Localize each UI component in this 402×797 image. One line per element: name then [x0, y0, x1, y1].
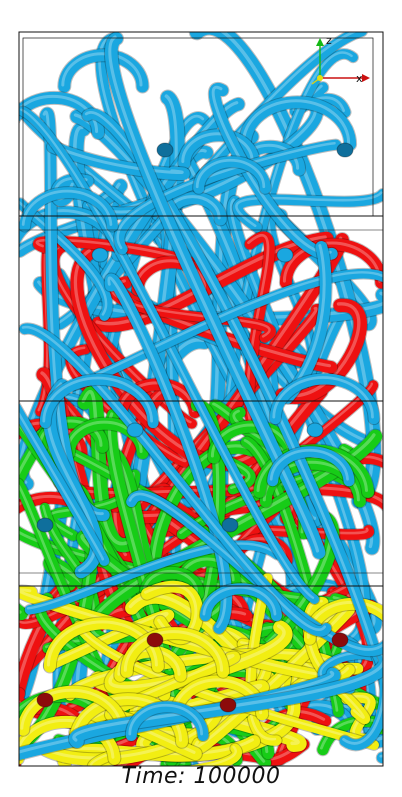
blue-arch-highlight — [272, 376, 374, 419]
blue-arch — [193, 156, 271, 194]
junction-nodes — [36, 142, 354, 713]
blue-tube-highlight — [21, 326, 326, 631]
yellow-tube-highlight — [75, 622, 374, 745]
yellow-tube-highlight — [247, 575, 277, 741]
blue-tube — [83, 100, 323, 220]
junction-node — [36, 517, 54, 533]
yellow-arch — [19, 715, 121, 765]
junction-node — [146, 632, 164, 648]
blue-tube — [19, 402, 110, 566]
blue-arch-highlight — [269, 448, 349, 481]
blue-tube — [47, 140, 190, 180]
red-tube-highlight — [278, 302, 361, 398]
junction-node — [126, 422, 144, 438]
simulation-render: z x — [18, 31, 384, 767]
blue-arch — [269, 373, 380, 425]
time-label: Time: — [121, 764, 186, 789]
yellow-arch — [43, 617, 164, 673]
red-arch — [131, 256, 212, 296]
blue-arch-highlight — [21, 189, 113, 226]
blue-tube-highlight — [20, 108, 315, 599]
green-arch-highlight — [142, 569, 199, 594]
blue-arch — [199, 583, 282, 622]
blue-arch — [178, 129, 260, 169]
time-value: 100000 — [193, 764, 281, 789]
green-tube-highlight — [243, 439, 339, 712]
yellow-tube — [43, 609, 175, 671]
green-tube — [77, 386, 135, 552]
junction-node — [221, 517, 239, 533]
blue-tube-highlight — [235, 191, 383, 228]
yellow-tube — [88, 743, 243, 766]
yellow-network — [19, 572, 383, 766]
blue-tube — [19, 323, 332, 637]
yellow-tube-highlight — [89, 745, 237, 766]
blue-tube-highlight — [284, 244, 326, 398]
yellow-tube-highlight — [46, 611, 169, 666]
blue-arch — [39, 374, 159, 429]
junction-node — [331, 632, 349, 648]
blue-arch-highlight — [195, 158, 266, 189]
yellow-arch-highlight — [123, 630, 224, 672]
blue-tube — [232, 189, 383, 233]
axis-triad: z x — [311, 34, 370, 85]
blue-tube — [104, 32, 326, 559]
z-axis-label: z — [326, 34, 332, 47]
green-arch-highlight — [38, 419, 103, 447]
blue-arch-highlight — [241, 99, 351, 145]
yellow-tube — [191, 602, 356, 755]
bounding-box — [18, 31, 384, 767]
red-tube — [275, 298, 367, 404]
junction-node — [276, 247, 294, 263]
yellow-arch — [120, 627, 230, 678]
blue-tube-highlight — [19, 411, 104, 561]
junction-node — [219, 697, 237, 713]
blue-arch — [58, 49, 149, 93]
blue-arch — [238, 96, 357, 151]
blue-arch-highlight — [202, 585, 277, 616]
blue-arch-highlight — [181, 132, 254, 163]
green-tube — [241, 436, 344, 718]
time-caption: Time: 100000 — [0, 764, 402, 789]
blue-arch — [125, 701, 209, 741]
blue-tube — [82, 108, 383, 764]
junction-node — [91, 247, 109, 263]
blue-tube — [70, 109, 380, 555]
red-arch-highlight — [118, 381, 195, 413]
blue-tube — [24, 540, 282, 615]
blue-tube-highlight — [86, 103, 317, 214]
junction-node — [336, 142, 354, 158]
red-arch — [115, 378, 201, 419]
yellow-tube — [245, 573, 282, 746]
junction-node — [306, 422, 324, 438]
blue-arch — [19, 187, 118, 232]
red-arch — [279, 238, 383, 289]
junction-node — [156, 142, 174, 158]
yellow-arch-highlight — [20, 688, 123, 730]
green-arch — [35, 416, 109, 453]
red-arch-highlight — [134, 259, 206, 290]
blue-arch-highlight — [42, 376, 153, 423]
green-tube-highlight — [81, 389, 129, 546]
blue-tube-highlight — [108, 35, 320, 553]
yellow-arch — [19, 685, 129, 736]
blue-tube — [19, 106, 320, 605]
blue-tube-highlight — [26, 542, 277, 610]
yellow-arch-highlight — [46, 620, 158, 667]
blue-arch — [267, 446, 355, 487]
blue-network-front — [19, 32, 383, 765]
blue-arch-highlight — [61, 52, 143, 87]
red-arch-highlight — [282, 241, 382, 283]
junction-node — [36, 692, 54, 708]
blue-arch-highlight — [128, 703, 203, 736]
x-axis-label: x — [356, 72, 363, 85]
yellow-arch-highlight — [19, 718, 115, 759]
